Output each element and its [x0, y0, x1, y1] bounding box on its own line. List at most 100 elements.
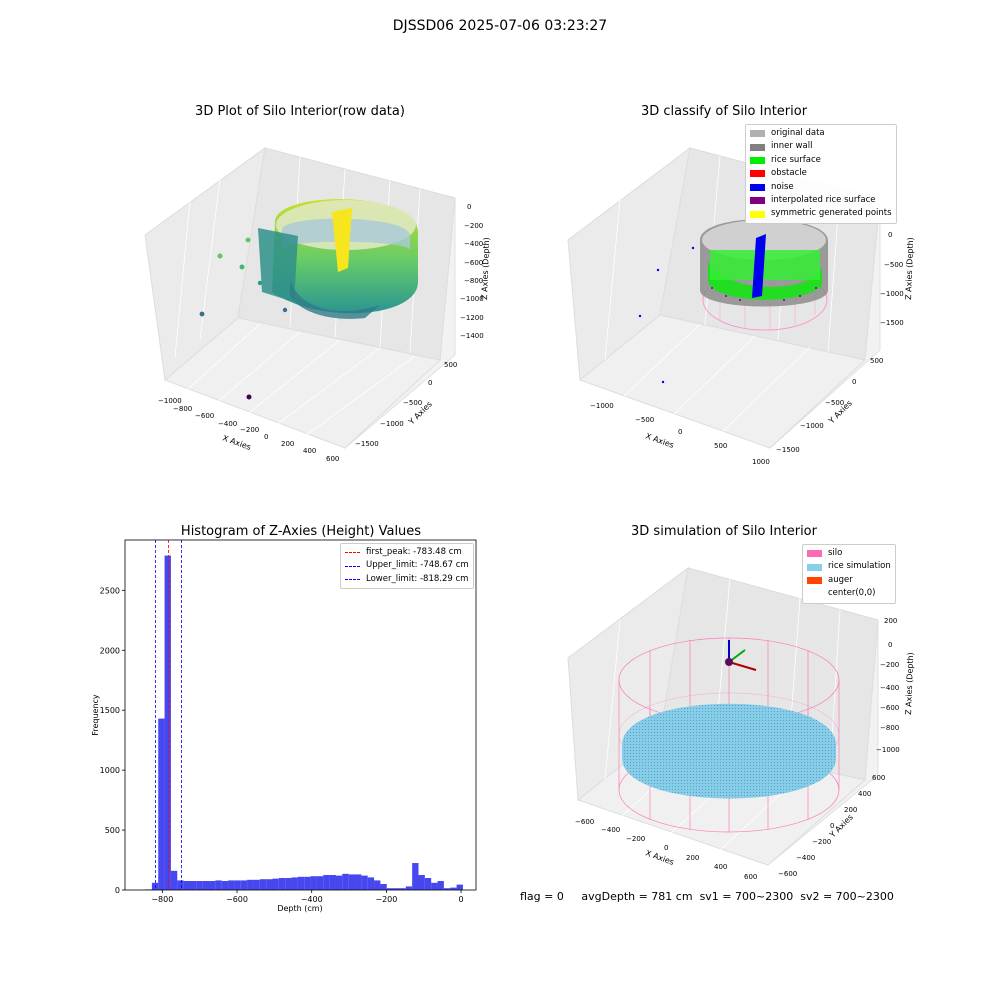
classify-y-tick: 500 — [870, 357, 883, 365]
histogram-bar — [253, 879, 260, 890]
histogram-bar — [386, 888, 394, 890]
simulation-x-tick: 0 — [664, 844, 668, 852]
simulation-y-tick: −600 — [778, 870, 797, 878]
legend-label: auger — [828, 574, 853, 585]
legend-swatch — [807, 577, 822, 585]
simulation-x-tick: −400 — [601, 826, 620, 834]
legend-swatch — [807, 590, 822, 598]
status-flag: flag = 0 — [520, 890, 564, 903]
legend-item: rice simulation — [807, 560, 891, 573]
raw-y-tick: 500 — [444, 361, 457, 369]
legend-label: Upper_limit: -748.67 cm — [366, 560, 469, 571]
raw-silo-point-cloud — [199, 199, 418, 400]
classify-z-axis-label: Z Axies (Depth) — [904, 237, 915, 300]
status-sv2: sv2 = 700~2300 — [800, 890, 894, 903]
legend-label: inner wall — [771, 141, 813, 152]
legend-item: noise — [750, 181, 892, 194]
y-tick-label: 0 — [115, 886, 120, 895]
histogram-bar — [183, 881, 190, 890]
classify-z-tick: −500 — [884, 261, 903, 269]
raw-z-tick: 0 — [467, 203, 471, 211]
histogram-bar — [437, 881, 444, 890]
simulation-y-tick-labels: 600 400 200 0 −200 −400 −600 — [778, 774, 885, 878]
histogram-bar — [374, 880, 381, 890]
legend-item: first_peak: -783.48 cm — [345, 546, 469, 559]
legend-label: original data — [771, 128, 825, 138]
histogram-bar — [278, 878, 286, 890]
histogram-bar — [170, 870, 178, 890]
y-tick-label: 2000 — [100, 646, 120, 655]
simulation-z-tick: −1000 — [876, 746, 900, 754]
classify-y-tick: −1000 — [800, 422, 824, 430]
legend-label: noise — [771, 181, 794, 192]
simulation-plot-title: 3D simulation of Silo Interior — [631, 524, 817, 539]
histogram-bar — [431, 882, 438, 890]
histogram-bar — [209, 881, 216, 890]
legend-item: interpolated rice surface — [750, 194, 892, 207]
simulation-y-tick: −400 — [796, 854, 815, 862]
histogram-bar — [367, 877, 375, 890]
raw-y-tick-labels: 500 0 −500 −1000 −1500 — [355, 361, 457, 448]
histogram-x-ticks: −800 −600 −400 −200 0 — [151, 890, 464, 904]
histogram-bar — [316, 876, 324, 890]
raw-y-tick: −500 — [403, 399, 422, 407]
legend-item: silo — [807, 547, 891, 560]
legend-item: Lower_limit: -818.29 cm — [345, 573, 469, 586]
legend-item: Upper_limit: -748.67 cm — [345, 559, 469, 572]
histogram-bar — [177, 880, 184, 890]
raw-y-tick: −1000 — [380, 420, 404, 428]
raw-3d-plot: −1000 −800 −600 −400 −200 0 200 400 600 … — [144, 146, 491, 463]
histogram-bar — [323, 875, 330, 890]
classify-z-tick: 0 — [888, 231, 892, 239]
histogram-y-label: Frequency — [91, 694, 100, 736]
histogram-bar — [272, 878, 279, 890]
raw-z-tick: −200 — [464, 222, 483, 230]
legend-item: center(0,0) — [807, 587, 891, 600]
legend-swatch — [750, 170, 765, 178]
classify-x-tick: −500 — [635, 416, 654, 424]
histogram-bar — [266, 879, 273, 890]
histogram-bar — [412, 863, 419, 890]
simulation-3d-plot: −600 −400 −200 0 200 400 600 X Axies 600… — [567, 566, 915, 881]
raw-z-tick: −600 — [464, 259, 483, 267]
histogram-bar — [297, 876, 305, 890]
legend-label: rice surface — [771, 154, 821, 165]
simulation-z-tick: −200 — [880, 661, 899, 669]
classify-x-tick: −1000 — [590, 402, 614, 410]
raw-x-tick: 200 — [281, 440, 294, 448]
legend-item: original data — [750, 127, 892, 140]
auger-axes — [725, 640, 757, 671]
histogram-bar — [240, 880, 248, 890]
raw-z-tick: −1000 — [460, 295, 484, 303]
raw-x-tick: 400 — [303, 447, 316, 455]
histogram-bar — [424, 878, 432, 890]
histogram-bar — [335, 875, 343, 890]
classify-3d-plot: −1000 −500 0 500 1000 X Axies 500 0 −500… — [567, 146, 915, 466]
simulation-legend: silo rice simulation auger center(0,0) — [802, 544, 896, 604]
histogram-frame — [124, 539, 477, 891]
simulation-y-tick: 400 — [858, 790, 871, 798]
raw-z-tick: −1400 — [460, 332, 484, 340]
simulation-x-tick: 400 — [714, 863, 727, 871]
histogram-bar — [228, 880, 235, 890]
classify-y-tick: −1500 — [776, 446, 800, 454]
center-marker — [725, 658, 733, 666]
histogram-bar — [247, 879, 254, 890]
raw-x-tick: −1000 — [158, 397, 182, 405]
legend-label: interpolated rice surface — [771, 195, 876, 206]
classify-z-tick: −1500 — [880, 319, 904, 327]
classify-x-tick: 1000 — [752, 458, 770, 466]
simulation-x-tick-labels: −600 −400 −200 0 200 400 600 — [575, 818, 757, 881]
raw-x-tick: −800 — [173, 405, 192, 413]
legend-swatch — [807, 563, 822, 571]
legend-line — [345, 565, 360, 567]
raw-z-tick: −1200 — [460, 314, 484, 322]
legend-line — [345, 579, 360, 581]
simulation-x-tick: −200 — [626, 835, 645, 843]
histogram-bar — [221, 881, 229, 890]
classify-silo-points — [638, 219, 828, 384]
legend-label: symmetric generated points — [771, 208, 892, 219]
raw-z-tick: −800 — [464, 277, 483, 285]
classify-x-tick: 0 — [678, 428, 682, 436]
y-tick-label: 1000 — [100, 766, 120, 775]
